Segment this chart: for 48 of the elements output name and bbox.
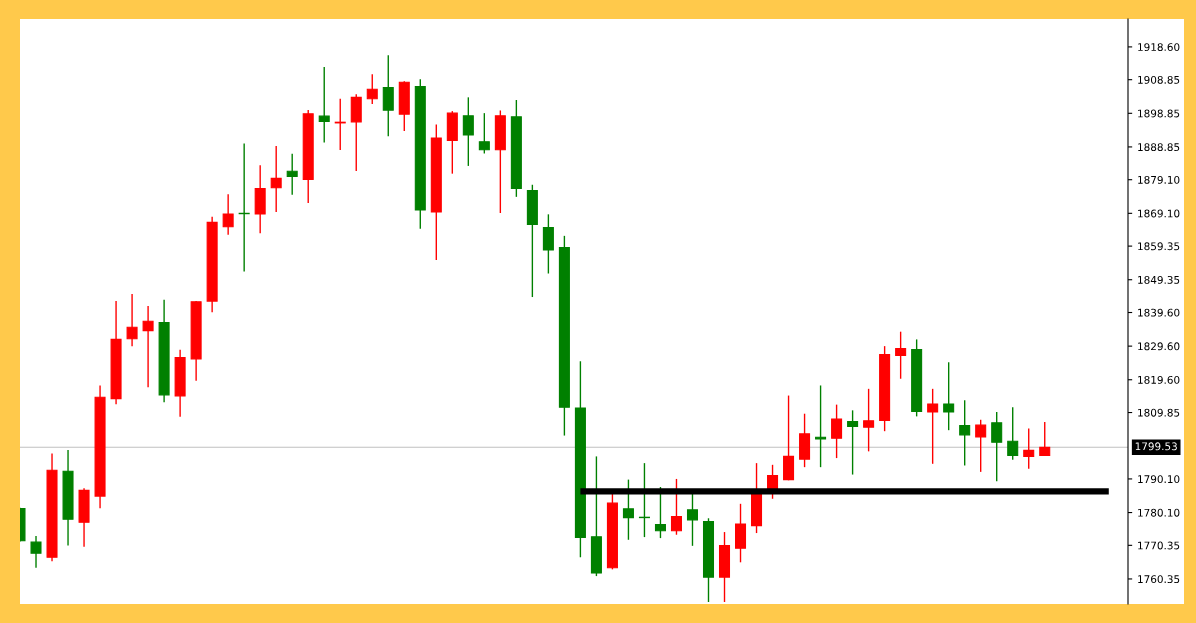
candlestick xyxy=(334,97,346,151)
y-tick-label: 1918.60 xyxy=(1138,43,1180,52)
y-tick-label: 1760.35 xyxy=(1138,575,1180,584)
candlestick xyxy=(142,305,154,388)
candlestick xyxy=(382,54,394,138)
candlestick xyxy=(542,213,554,275)
candlestick xyxy=(366,73,378,105)
candlestick xyxy=(270,145,282,213)
ref-line-label: 1799.53 xyxy=(1135,442,1177,451)
candlestick xyxy=(1023,427,1035,470)
candlestick xyxy=(222,193,234,236)
y-tick-label: 1888.85 xyxy=(1138,143,1180,152)
y-tick-label: 1819.60 xyxy=(1138,375,1180,384)
y-tick-label: 1770.35 xyxy=(1138,541,1180,550)
y-tick-label: 1839.60 xyxy=(1138,308,1180,317)
candlestick xyxy=(462,96,474,167)
candlestick xyxy=(654,486,666,539)
candlestick xyxy=(943,361,955,431)
candlestick xyxy=(975,419,987,473)
candlestick xyxy=(831,403,843,459)
candlestick xyxy=(991,411,1003,482)
candlestick xyxy=(959,399,971,467)
candlestick xyxy=(815,384,827,468)
candlestick xyxy=(863,388,875,453)
candlestick xyxy=(30,535,42,569)
y-tick-label: 1859.35 xyxy=(1138,242,1180,251)
candlestick xyxy=(686,492,699,547)
y-tick-label: 1869.10 xyxy=(1138,209,1180,218)
y-tick-label: 1879.10 xyxy=(1138,175,1180,184)
y-tick-label: 1829.60 xyxy=(1138,342,1180,351)
candlestick xyxy=(478,112,490,155)
y-tick-label: 1849.35 xyxy=(1138,275,1180,284)
candlestick xyxy=(895,330,907,380)
candlestick xyxy=(318,66,330,144)
y-tick-label: 1898.85 xyxy=(1138,109,1180,118)
candlestick xyxy=(622,478,634,541)
y-tick-label: 1780.10 xyxy=(1138,508,1180,517)
candlestick xyxy=(286,153,298,196)
candlestick xyxy=(670,478,682,536)
candlestick xyxy=(847,409,859,476)
candlestick xyxy=(1007,406,1019,461)
y-tick-label: 1908.85 xyxy=(1138,75,1180,84)
candlestick xyxy=(927,388,939,465)
candlestick xyxy=(783,394,795,481)
y-tick-label: 1809.85 xyxy=(1138,408,1180,417)
candlestick xyxy=(1039,421,1051,457)
candlestick xyxy=(126,293,138,347)
y-tick-label: 1790.10 xyxy=(1138,475,1180,484)
